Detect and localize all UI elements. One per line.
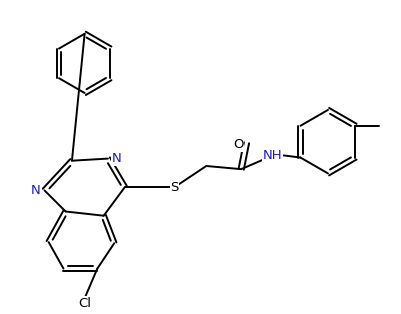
Text: NH: NH — [263, 149, 282, 162]
Text: O: O — [232, 138, 243, 151]
Text: N: N — [31, 184, 41, 197]
Text: N: N — [111, 152, 121, 165]
Text: S: S — [170, 181, 178, 194]
Text: Cl: Cl — [78, 297, 91, 310]
